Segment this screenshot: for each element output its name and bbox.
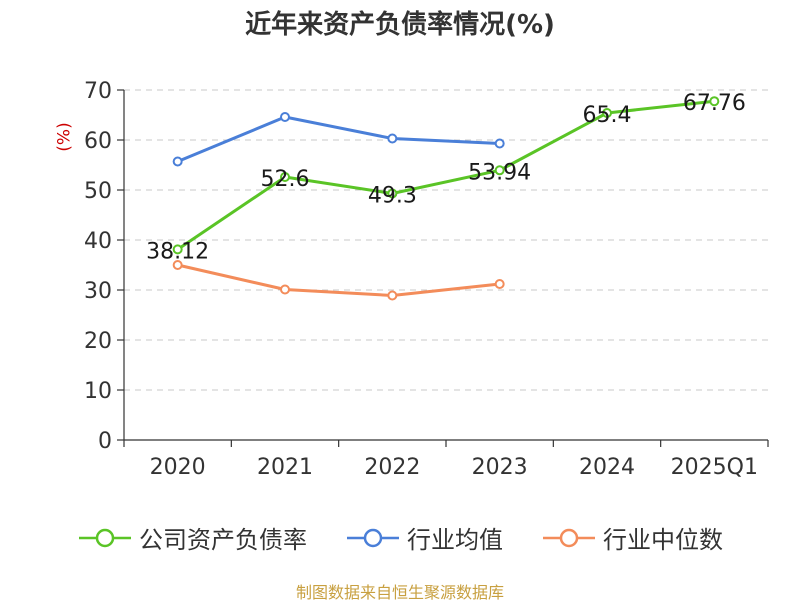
x-tick-label-2024: 2024 [579,455,635,480]
source-note: 制图数据来自恒生聚源数据库 [295,583,504,602]
point-series-1-2020 [172,156,183,167]
point-series-0-2021 [280,172,290,182]
point-series-2-2021 [280,284,290,295]
y-tick-label-30: 30 [84,279,112,304]
point-series-0-2025Q1 [709,96,720,107]
x-tick-label-2022: 2022 [364,455,420,480]
point-series-0-2023 [494,165,505,176]
legend-item-industry-median[interactable]: 行业中位数 [541,520,723,555]
legend-item-company[interactable]: 公司资产负债率 [77,520,307,555]
data-label-2021: 52.6 [261,167,310,192]
legend-swatch-company [79,528,131,547]
chart-title: 近年来资产负债率情况(%) [245,10,555,40]
point-series-2-2023 [494,279,505,289]
legend-label-company: 公司资产负债率 [139,526,307,554]
series-line-0 [176,99,715,251]
data-label-2020: 38.12 [146,239,209,264]
x-tick-label-2020: 2020 [150,455,206,480]
data-label-2022: 49.3 [368,184,417,209]
legend-label-industry-avg: 行业均值 [407,526,503,554]
point-series-0-2024 [602,108,612,118]
series-layer [172,96,720,301]
y-tick-label-10: 10 [84,379,112,404]
legend-item-industry-avg[interactable]: 行业均值 [345,520,503,555]
point-series-1-2022 [387,133,398,144]
data-label-2024: 65.4 [583,103,632,128]
legend-swatch-industry-median [543,528,595,547]
y-tick-label-50: 50 [84,179,112,204]
axes: 0 10 20 30 40 50 60 70 2020 2021 2022 2023 2024 2025Q… [84,79,769,480]
point-series-1-2021 [280,112,290,122]
y-tick-label-0: 0 [98,429,112,454]
point-series-0-2022 [387,188,398,199]
legend-swatch-industry-avg [347,528,399,547]
point-series-1-2023 [494,138,505,149]
point-series-0-2020 [172,244,183,255]
y-tick-label-40: 40 [84,229,112,254]
grid-lines [124,89,768,391]
y-tick-label-70: 70 [84,79,112,104]
data-label-2025Q1: 67.76 [683,91,746,116]
y-tick-label-20: 20 [84,329,112,354]
x-tick-label-2021: 2021 [257,455,313,480]
point-series-2-2020 [172,260,183,270]
series-line-2 [177,263,500,297]
x-tick-label-2025Q1: 2025Q1 [671,455,758,480]
series-line-1 [177,115,500,163]
legend: 公司资产负债率 行业均值 行业中位数 [0,520,800,555]
data-label-2023: 53.94 [468,160,531,185]
data-labels: 38.12 52.6 49.3 53.94 65.4 67.76 [146,91,746,264]
point-series-2-2022 [387,290,398,301]
x-tick-label-2023: 2023 [472,455,528,480]
y-tick-label-60: 60 [84,129,112,154]
legend-label-industry-median: 行业中位数 [603,526,723,554]
